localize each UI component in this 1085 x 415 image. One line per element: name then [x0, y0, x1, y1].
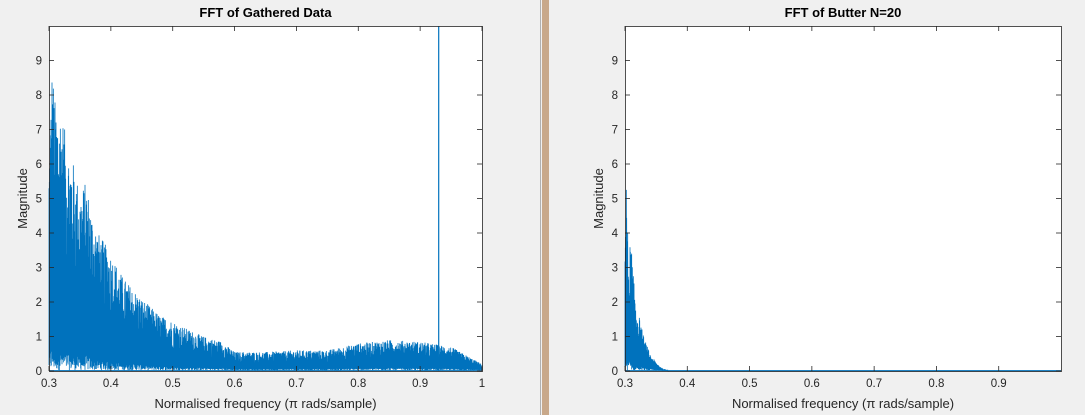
left-xtick-label-6: 0.9 — [412, 378, 428, 390]
right-axes-box — [625, 26, 1062, 372]
left-ytick-label-2: 2 — [36, 297, 42, 309]
right-ytick-label-6: 6 — [612, 159, 618, 171]
right-figure-panel: FFT of Butter N=20 Normalised frequency … — [552, 0, 1085, 415]
left-ytick-label-9: 9 — [36, 56, 42, 68]
left-xtick-label-5: 0.8 — [350, 378, 366, 390]
left-ytick-label-3: 3 — [36, 263, 42, 275]
right-xtick-label-6: 0.9 — [991, 378, 1007, 390]
splitter-edge — [540, 0, 541, 415]
left-ytick-label-6: 6 — [36, 159, 42, 171]
left-ytick-label-7: 7 — [36, 125, 42, 137]
right-ytick-label-8: 8 — [612, 90, 618, 102]
right-y-axis-label: Magnitude — [591, 168, 606, 229]
left-xtick-label-3: 0.6 — [227, 378, 243, 390]
right-xtick-label-5: 0.8 — [928, 378, 944, 390]
right-xtick-label-3: 0.6 — [804, 378, 820, 390]
right-xtick-label-4: 0.7 — [866, 378, 882, 390]
left-figure-panel: FFT of Gathered Data Normalised frequenc… — [0, 0, 538, 415]
right-xtick-label-2: 0.5 — [742, 378, 758, 390]
left-ytick-label-8: 8 — [36, 90, 42, 102]
left-series-path — [48, 82, 483, 371]
right-xtick-label-0: 0.3 — [617, 378, 633, 390]
left-x-axis-label: Normalised frequency (π rads/sample) — [154, 396, 376, 411]
right-chart: FFT of Butter N=20 Normalised frequency … — [591, 5, 1062, 411]
left-xtick-label-4: 0.7 — [288, 378, 304, 390]
right-xtick-label-1: 0.4 — [679, 378, 696, 390]
right-ytick-label-0: 0 — [612, 366, 618, 378]
right-ytick-label-7: 7 — [612, 125, 618, 137]
right-series-line — [624, 189, 1061, 372]
left-axes-box — [49, 26, 483, 372]
left-chart: FFT of Gathered Data Normalised frequenc… — [15, 5, 485, 411]
right-ytick-label-3: 3 — [612, 263, 618, 275]
right-ytick-label-5: 5 — [612, 194, 618, 206]
left-series-line — [48, 26, 483, 372]
right-plot-area — [625, 26, 1061, 371]
left-y-axis-label: Magnitude — [15, 168, 30, 229]
left-ytick-label-5: 5 — [36, 194, 42, 206]
left-xtick-label-0: 0.3 — [41, 378, 57, 390]
left-xtick-label-1: 0.4 — [103, 378, 120, 390]
right-ytick-label-4: 4 — [612, 228, 619, 240]
left-ytick-label-0: 0 — [36, 366, 42, 378]
left-chart-title: FFT of Gathered Data — [199, 5, 332, 20]
right-ytick-label-9: 9 — [612, 56, 618, 68]
left-xtick-label-2: 0.5 — [165, 378, 181, 390]
right-chart-title: FFT of Butter N=20 — [785, 5, 902, 20]
left-ytick-label-4: 4 — [36, 228, 43, 240]
right-ytick-label-1: 1 — [612, 332, 618, 344]
left-xtick-label-7: 1 — [479, 378, 485, 390]
right-x-axis-label: Normalised frequency (π rads/sample) — [732, 396, 954, 411]
splitter-handle[interactable] — [542, 0, 549, 415]
left-ytick-label-1: 1 — [36, 332, 42, 344]
right-ytick-label-2: 2 — [612, 297, 618, 309]
